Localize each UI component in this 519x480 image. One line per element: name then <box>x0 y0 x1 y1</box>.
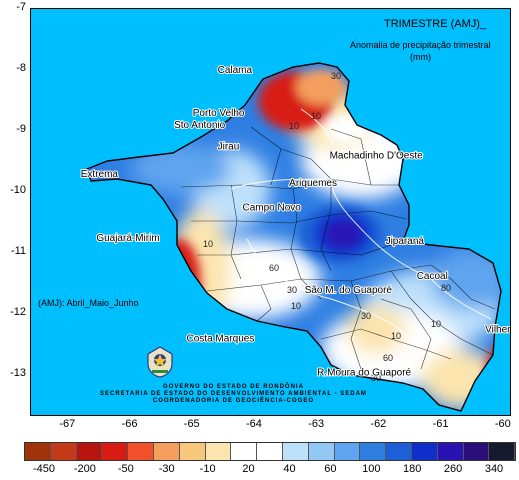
latitude-tick: -8 <box>16 62 26 75</box>
latitude-tick: -10 <box>10 184 26 197</box>
legend-swatch <box>128 443 154 460</box>
longitude-tick: -61 <box>432 418 449 430</box>
city-label: Vilhena <box>485 325 510 336</box>
legend-label: -10 <box>199 463 216 475</box>
government-credits: GOVERNO DO ESTADO DE RONDÔNIA SECRETARIA… <box>100 384 367 405</box>
latitude-tick: -12 <box>10 306 26 319</box>
longitude-tick: -62 <box>370 418 387 430</box>
contour-label: 10 <box>291 301 301 311</box>
city-label: Porto Velho <box>193 108 245 119</box>
city-label: Jiparaná <box>386 236 425 247</box>
city-label: R.Moura do Guaporé <box>317 367 411 378</box>
city-label: Campo Novo <box>243 202 302 213</box>
contour-label: 10 <box>203 239 213 249</box>
legend-swatch <box>25 443 51 460</box>
color-legend <box>24 442 516 461</box>
latitude-tick: -7 <box>16 1 26 13</box>
government-line: COORDENADORIA DE GEOCIÊNCIA-COGEO <box>152 398 315 404</box>
legend-label: -50 <box>117 463 134 475</box>
legend-swatch <box>308 443 335 460</box>
latitude-tick: -9 <box>16 123 26 136</box>
city-label: Guajará-Mirim <box>96 233 159 244</box>
contour-label: 60 <box>383 353 393 363</box>
contour-label: 30 <box>361 311 371 321</box>
longitude-tick: -66 <box>121 418 138 430</box>
legend-swatch <box>334 443 361 460</box>
contour-lines <box>230 108 492 340</box>
longitude-tick: -63 <box>308 418 325 430</box>
state-emblem-icon <box>147 346 173 378</box>
legend-swatch <box>153 443 180 460</box>
legend-label: -30 <box>158 463 175 475</box>
contour-label: 30 <box>331 71 341 81</box>
city-label: Jirau <box>218 141 240 152</box>
contour-label: 10 <box>431 319 441 329</box>
legend-label: 180 <box>402 463 422 475</box>
legend-label: 20 <box>242 463 255 475</box>
city-label: Sto Antonio <box>174 120 226 131</box>
map-subtitle: Anomalia de precipitação trimestral <box>350 40 491 50</box>
state-boundary <box>86 62 502 412</box>
legend-label: -200 <box>73 463 96 475</box>
legend-label: 260 <box>443 463 463 475</box>
government-line: SECRETARIA DE ESTADO DO DESENVOLVIMENTO … <box>100 391 367 397</box>
city-label: Costa Marques <box>187 334 255 345</box>
legend-swatch <box>179 443 206 460</box>
legend-swatch <box>489 443 516 460</box>
legend-swatch <box>463 443 490 460</box>
legend-swatch <box>102 443 129 460</box>
legend-swatch <box>205 443 232 460</box>
longitude-tick: -67 <box>59 418 76 430</box>
contour-label: 10 <box>391 331 401 341</box>
legend-swatch <box>411 443 438 460</box>
legend-label: 60 <box>324 463 337 475</box>
contour-label: 30 <box>371 373 381 383</box>
longitude-tick: -60 <box>494 418 511 430</box>
contour-label: 80 <box>441 283 451 293</box>
city-label: Cacoal <box>417 271 448 282</box>
legend-label: 40 <box>283 463 296 475</box>
contour-label: 30 <box>287 285 297 295</box>
precipitation-anomaly-map: 30 10 10 10 60 30 10 30 10 60 80 10 30 Calama Porto V… <box>30 8 511 416</box>
city-label: Calama <box>218 65 253 76</box>
city-label: Extrema <box>81 169 119 180</box>
latitude-tick: -13 <box>10 367 26 380</box>
legend-swatch <box>257 443 283 460</box>
legend-swatch <box>76 443 103 460</box>
municipal-boundaries <box>180 126 496 370</box>
city-label: Machadinho D'Oeste <box>330 151 424 162</box>
legend-label: -450 <box>32 463 56 475</box>
legend-swatch <box>50 443 77 460</box>
legend-swatch <box>386 443 412 460</box>
legend-swatch <box>282 443 309 460</box>
longitude-tick: -64 <box>245 418 262 430</box>
units-label: (mm) <box>410 52 431 62</box>
longitude-tick: -65 <box>183 418 200 430</box>
contour-label: 60 <box>269 263 279 273</box>
contour-label: 10 <box>311 111 321 121</box>
period-note: (AMJ): Abril_Maio_Junho <box>38 298 139 308</box>
city-label: Ariquemes <box>289 178 337 189</box>
contour-label: 10 <box>289 121 299 131</box>
legend-label: 340 <box>484 463 504 475</box>
map-title: TRIMESTRE (AMJ)_ <box>384 18 487 30</box>
government-line: GOVERNO DO ESTADO DE RONDÔNIA <box>163 384 304 390</box>
city-label: São M. do Guaporé <box>305 285 393 296</box>
legend-swatch <box>360 443 387 460</box>
legend-swatch <box>231 443 258 460</box>
latitude-tick: -11 <box>10 245 26 258</box>
legend-swatch <box>437 443 464 460</box>
legend-label: 100 <box>362 463 381 475</box>
